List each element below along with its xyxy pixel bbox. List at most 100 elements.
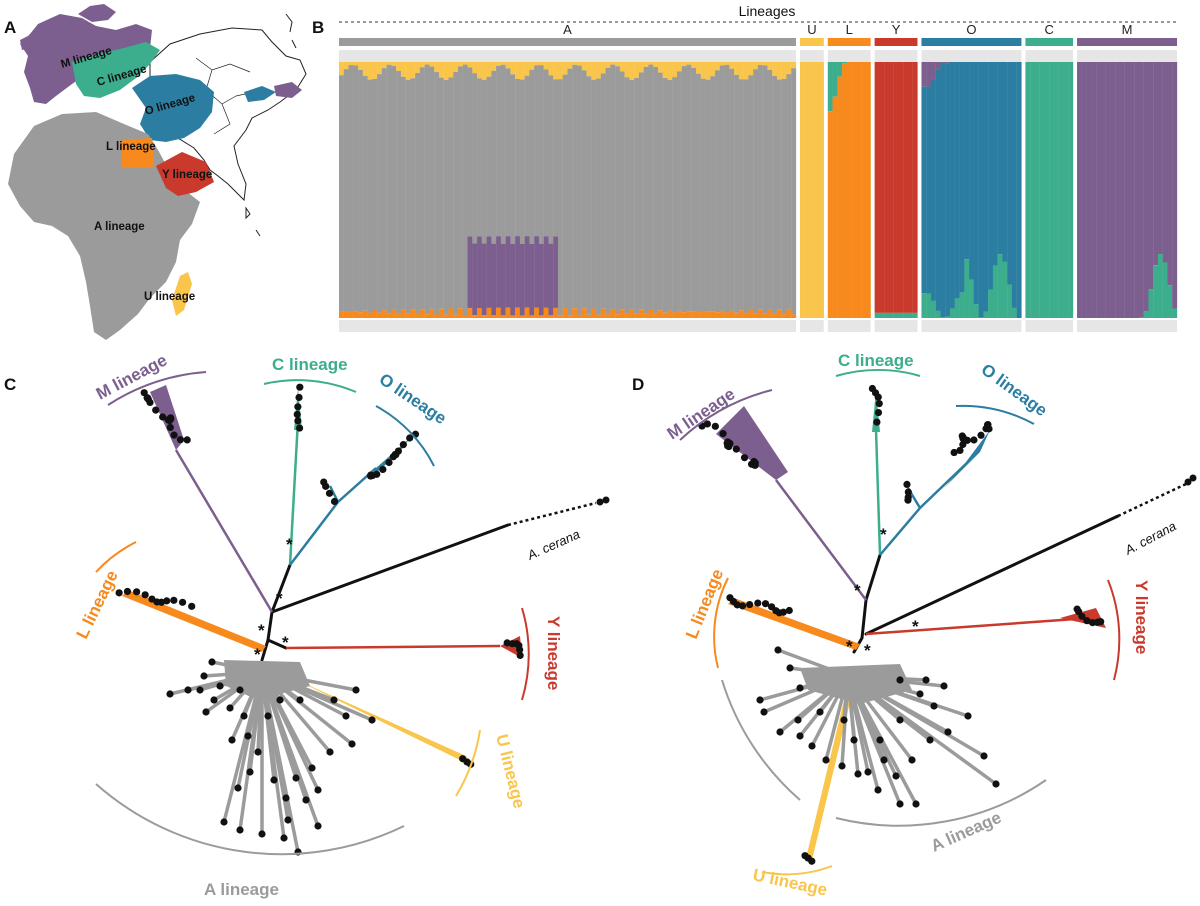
structure-bar-segment xyxy=(992,265,998,318)
tree-tip xyxy=(330,497,339,506)
structure-bar-segment xyxy=(434,62,440,73)
tree-c-label-a: A lineage xyxy=(204,880,279,899)
structure-spacer xyxy=(827,320,871,332)
structure-bar-segment xyxy=(567,315,573,318)
structure-bar-segment xyxy=(572,64,578,309)
structure-bar-segment xyxy=(846,62,852,318)
tree-c-outgroup-label: A. cerana xyxy=(524,526,582,563)
structure-bar-segment xyxy=(477,62,482,79)
structure-bar-segment xyxy=(396,70,402,314)
structure-bar-segment xyxy=(405,313,411,318)
structure-bar-segment xyxy=(443,79,449,315)
structure-bar-segment xyxy=(524,307,530,318)
structure-bar-segment xyxy=(814,62,820,318)
structure-bar-segment xyxy=(339,75,344,312)
tree-c-star: * xyxy=(258,621,265,640)
tree-tip xyxy=(208,658,216,666)
structure-bar-segment xyxy=(572,62,578,65)
structure-bar-segment xyxy=(1148,62,1154,290)
structure-bar-segment xyxy=(930,300,936,318)
map-region-o-east xyxy=(244,86,276,102)
structure-bar-segment xyxy=(799,62,805,318)
structure-bar-segment xyxy=(1143,62,1149,312)
tree-tip xyxy=(296,696,304,704)
tree-tip xyxy=(732,445,740,453)
structure-bar-segment xyxy=(605,67,611,315)
structure-bar-segment xyxy=(893,62,899,313)
structure-bar-segment xyxy=(629,79,635,310)
structure-bar-segment xyxy=(734,62,740,75)
structure-bar-segment xyxy=(1096,62,1101,318)
structure-bar-segment xyxy=(959,292,965,318)
structure-bar-segment xyxy=(653,62,659,67)
structure-bar-segment xyxy=(1068,62,1074,318)
structure-bar-segment xyxy=(903,312,909,318)
structure-bar-segment xyxy=(624,77,630,314)
structure-bar-segment xyxy=(553,79,559,237)
tree-tip xyxy=(774,646,782,654)
tree-tip xyxy=(516,651,524,660)
structure-bar-segment xyxy=(667,62,673,80)
structure-bar-segment xyxy=(681,312,687,318)
tree-tip xyxy=(294,403,302,411)
map-region-u xyxy=(172,272,192,316)
tree-c-label-y: Y lineage xyxy=(544,616,563,690)
structure-bar-segment xyxy=(1162,62,1168,263)
structure-bar-segment xyxy=(591,79,597,309)
structure-bar-segment xyxy=(619,62,625,72)
tree-tip xyxy=(196,686,204,694)
structure-bar-segment xyxy=(907,62,913,313)
structure-bar-segment xyxy=(510,62,516,75)
structure-bar-segment xyxy=(926,62,932,87)
tree-d-branch-m xyxy=(775,479,867,601)
tree-tip xyxy=(200,672,208,680)
structure-bar-segment xyxy=(524,236,530,308)
tree-tip xyxy=(302,796,310,804)
tree-d-star: * xyxy=(880,525,887,544)
tree-c-star: * xyxy=(254,645,261,664)
structure-bar-segment xyxy=(753,313,759,318)
tree-d-label-c: C lineage xyxy=(838,351,914,370)
structure-bar-segment xyxy=(686,64,692,312)
structure-bar-segment xyxy=(781,62,787,79)
structure-bar-segment xyxy=(950,62,955,309)
tree-tip xyxy=(133,588,141,596)
structure-bar-segment xyxy=(481,243,487,316)
structure-bar-segment xyxy=(581,70,587,309)
tree-tip xyxy=(170,431,178,439)
tree-tip xyxy=(760,708,768,716)
tree-tip xyxy=(264,712,272,720)
tree-tip xyxy=(794,716,802,724)
map-region-c xyxy=(72,42,160,98)
structure-bar-segment xyxy=(372,310,378,318)
structure-cap-c xyxy=(1025,38,1074,46)
structure-bar-segment xyxy=(776,79,782,310)
structure-bar-segment xyxy=(624,62,630,78)
structure-bar-segment xyxy=(400,309,406,318)
structure-bar-segment xyxy=(415,62,421,73)
structure-bar-segment xyxy=(715,62,720,71)
structure-bar-segment xyxy=(983,311,989,318)
tree-d-clade-u xyxy=(806,692,852,860)
tree-c-outgroup-dash xyxy=(507,501,597,527)
structure-bar-segment xyxy=(969,62,974,280)
structure-bar-segment xyxy=(534,65,540,237)
tree-c-branch-m xyxy=(174,449,274,613)
tree-tip xyxy=(152,406,160,414)
tree-c-label-c: C lineage xyxy=(272,355,348,374)
japan-outline xyxy=(285,13,297,49)
structure-bar-segment xyxy=(767,69,773,310)
structure-bar-segment xyxy=(691,67,697,312)
structure-label-c: C xyxy=(1045,22,1054,37)
structure-spacer xyxy=(799,50,824,62)
tree-tip xyxy=(236,686,244,694)
tree-tip xyxy=(850,736,858,744)
tree-tip xyxy=(926,736,934,744)
structure-bar-segment xyxy=(940,62,946,63)
structure-bar-segment xyxy=(978,62,984,318)
structure-bar-segment xyxy=(600,73,606,309)
tree-tip xyxy=(896,716,904,724)
structure-bar-segment xyxy=(935,69,941,311)
structure-bar-segment xyxy=(353,62,359,66)
structure-bar-segment xyxy=(600,308,606,318)
